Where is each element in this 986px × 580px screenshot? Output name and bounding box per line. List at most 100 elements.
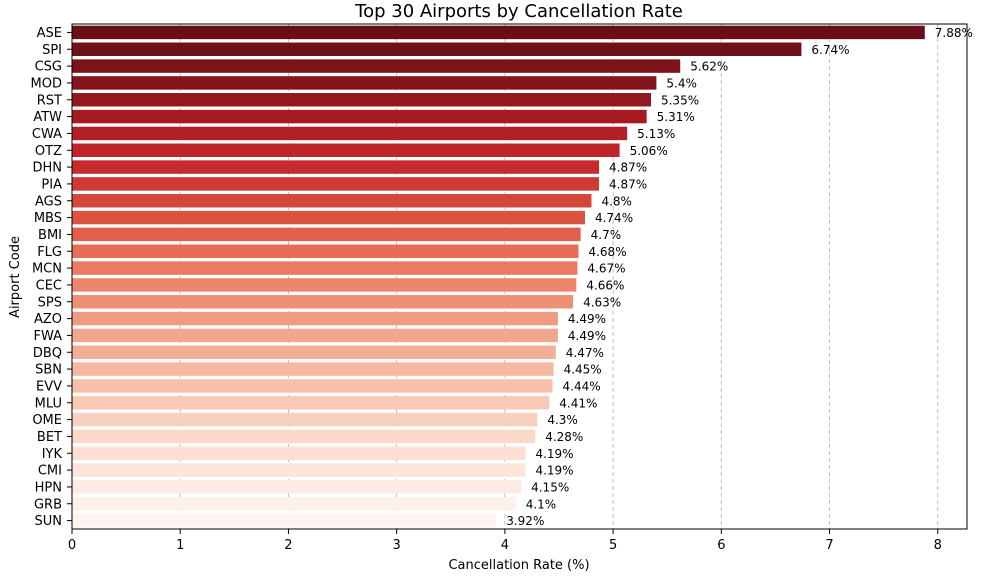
bar-cmi	[72, 463, 526, 477]
bar-mcn	[72, 261, 578, 275]
value-label: 7.88%	[935, 26, 973, 40]
y-tick-label: MOD	[31, 76, 62, 91]
value-label: 4.8%	[601, 194, 632, 208]
value-label: 6.74%	[811, 43, 849, 57]
y-tick-label: MCN	[32, 262, 62, 277]
x-grid	[71, 24, 939, 529]
x-tick-label: 3	[393, 538, 401, 553]
bar-rst	[72, 93, 651, 107]
value-label: 5.13%	[637, 127, 675, 141]
y-tick-label: GRB	[34, 497, 62, 512]
bar-ags	[72, 194, 592, 208]
value-label: 5.35%	[661, 93, 699, 107]
y-tick-label: AZO	[34, 312, 62, 327]
bar-azo	[72, 311, 558, 326]
value-label: 4.3%	[547, 413, 578, 427]
value-label: 4.66%	[586, 278, 624, 292]
bar-iyk	[72, 446, 526, 460]
value-label: 4.44%	[563, 379, 601, 393]
y-tick-label: DHN	[32, 161, 62, 176]
value-label: 5.31%	[657, 110, 695, 124]
value-label: 4.87%	[609, 177, 647, 191]
bar-cec	[72, 278, 577, 292]
bars	[72, 25, 925, 528]
y-tick-label: BMI	[38, 228, 62, 243]
bar-mbs	[72, 210, 585, 225]
value-label: 4.19%	[535, 447, 573, 461]
value-label: 4.49%	[568, 329, 606, 343]
value-labels: 7.88% 6.74% 5.62% 5.4% 5.35% 5.31% 5.13% 5.06% 4…	[506, 26, 973, 528]
y-tick-label: SPI	[42, 43, 62, 58]
y-tick-label: FLG	[37, 245, 62, 260]
bar-sbn	[72, 362, 554, 376]
bar-otz	[72, 143, 620, 157]
y-tick-label: ASE	[37, 26, 62, 41]
bar-csg	[72, 59, 681, 73]
bar-grb	[72, 497, 516, 511]
bar-sps	[72, 295, 574, 309]
x-axis-ticks: 0 1 2 3 4 5 6 7 8	[68, 529, 942, 553]
x-tick-label: 0	[68, 538, 76, 553]
bar-spi	[72, 42, 802, 56]
bar-pia	[72, 177, 600, 191]
bar-bet	[72, 429, 536, 444]
bar-cwa	[72, 126, 628, 141]
x-tick-label: 6	[717, 538, 725, 553]
value-label: 4.41%	[559, 396, 597, 410]
bar-mlu	[72, 396, 550, 410]
plot-frame	[71, 23, 968, 530]
x-tick-label: 7	[825, 538, 833, 553]
value-label: 4.19%	[535, 464, 573, 478]
x-tick-label: 5	[609, 538, 617, 553]
y-tick-label: OTZ	[35, 144, 62, 159]
y-tick-label: SBN	[35, 363, 62, 378]
bar-sun	[72, 513, 497, 528]
value-label: 4.49%	[568, 312, 606, 326]
bar-dhn	[72, 160, 600, 174]
value-label: 4.7%	[591, 228, 622, 242]
y-tick-label: HPN	[35, 480, 62, 495]
bar-ome	[72, 412, 538, 427]
value-label: 4.74%	[595, 211, 633, 225]
x-axis-label: Cancellation Rate (%)	[448, 558, 589, 573]
y-tick-label: EVV	[36, 379, 62, 394]
y-tick-label: PIA	[41, 177, 62, 192]
y-tick-label: CSG	[35, 60, 62, 75]
bar-hpn	[72, 480, 522, 494]
value-label: 4.47%	[566, 346, 604, 360]
bar-flg	[72, 244, 579, 258]
bar-mod	[72, 76, 657, 90]
bar-dbq	[72, 345, 556, 359]
y-tick-label: FWA	[33, 329, 62, 344]
y-tick-label: OME	[32, 413, 62, 428]
value-label: 5.06%	[630, 144, 668, 158]
value-label: 4.87%	[609, 161, 647, 175]
y-tick-label: IYK	[42, 447, 63, 462]
value-label: 4.67%	[587, 262, 625, 276]
y-tick-label: AGS	[35, 194, 62, 209]
y-axis-label: Airport Code	[8, 236, 23, 318]
value-label: 4.1%	[526, 497, 557, 511]
y-tick-label: DBQ	[33, 346, 62, 361]
value-label: 5.4%	[666, 76, 697, 90]
y-tick-label: MBS	[34, 211, 62, 226]
value-label: 4.15%	[531, 480, 569, 494]
bar-bmi	[72, 227, 581, 242]
y-tick-label: SPS	[38, 295, 62, 310]
bar-evv	[72, 379, 553, 393]
y-tick-label: CMI	[38, 464, 62, 479]
y-tick-label: CEC	[36, 278, 62, 293]
value-label: 4.28%	[545, 430, 583, 444]
value-label: 5.62%	[690, 60, 728, 74]
value-label: 4.45%	[564, 363, 602, 377]
x-tick-label: 8	[934, 538, 942, 553]
y-tick-label: ATW	[33, 110, 62, 125]
value-label: 4.68%	[588, 245, 626, 259]
y-tick-label: CWA	[32, 127, 62, 142]
chart-title: Top 30 Airports by Cancellation Rate	[354, 1, 683, 22]
bar-fwa	[72, 328, 558, 343]
y-tick-label: RST	[37, 93, 62, 108]
